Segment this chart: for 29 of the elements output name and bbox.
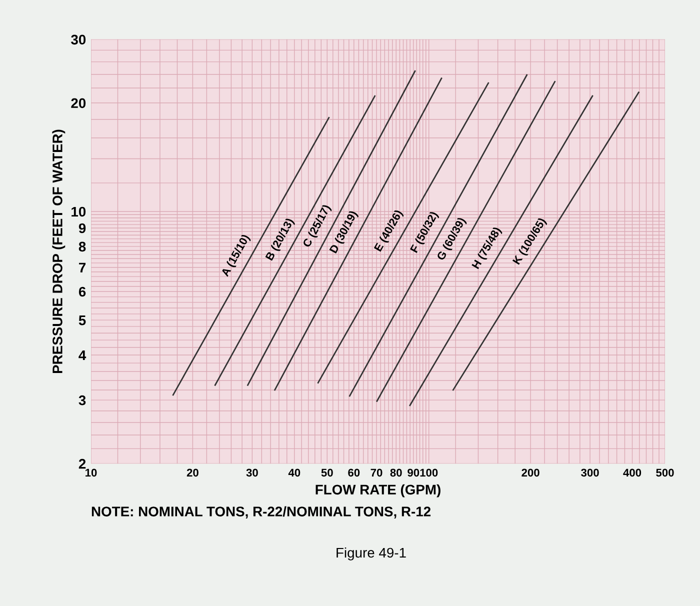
x-tick-label: 80 <box>390 468 402 477</box>
x-tick-label: 500 <box>656 468 674 477</box>
y-tick-label: 5 <box>78 316 86 326</box>
x-axis-title: FLOW RATE (GPM) <box>316 484 440 498</box>
x-tick-label: 90 <box>408 468 420 477</box>
x-tick-label: 60 <box>348 468 360 477</box>
y-tick-label: 3 <box>78 395 86 406</box>
x-tick-label: 10 <box>86 468 97 477</box>
x-tick-label: 50 <box>321 468 333 477</box>
y-tick-label: 4 <box>78 350 86 360</box>
y-tick-label: 20 <box>71 98 86 108</box>
x-tick-label: 30 <box>246 468 258 477</box>
x-tick-label: 100 <box>420 468 438 477</box>
x-tick-label: 70 <box>370 468 382 477</box>
caption: Figure 49-1 <box>336 547 406 560</box>
y-tick-label: 2 <box>78 458 86 469</box>
x-tick-label: 200 <box>522 468 540 477</box>
y-axis-title: PRESSURE DROP (FEET OF WATER) <box>52 130 66 374</box>
x-tick-label: 400 <box>623 468 642 477</box>
y-tick-label: 6 <box>78 286 86 297</box>
text: NOTE: NOMINAL TONS, R-22/NOMINAL TONS, R-12 <box>92 506 431 518</box>
y-tick-label: 30 <box>71 34 86 45</box>
x-tick-label: 20 <box>186 468 198 477</box>
y-tick-label: 10 <box>72 206 86 217</box>
y-tick-label: 7 <box>79 262 86 272</box>
y-tick-label: 9 <box>78 223 86 234</box>
x-tick-label: 40 <box>288 468 300 477</box>
x-tick-label: 300 <box>581 468 599 477</box>
y-tick-label: 8 <box>78 242 86 252</box>
